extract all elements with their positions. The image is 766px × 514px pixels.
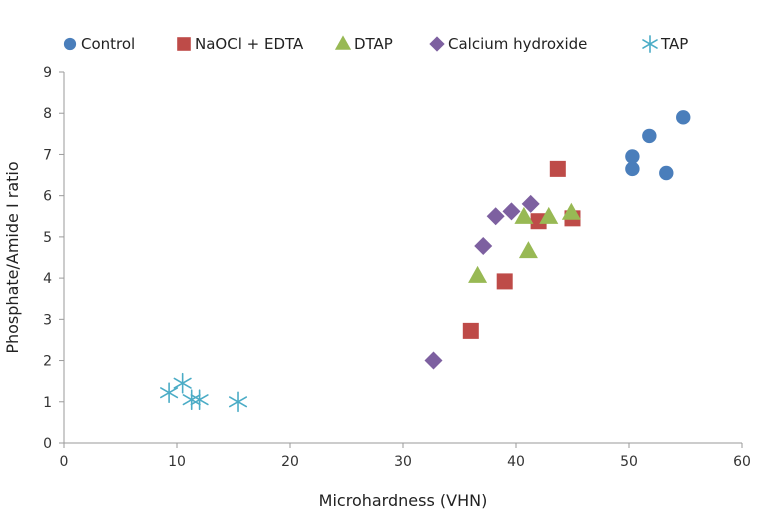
series-tap [160, 372, 248, 413]
data-point-naocl-edta [462, 322, 479, 339]
legend-marker-naocl-edta [177, 37, 191, 51]
data-point-control [659, 165, 674, 181]
legend: Control NaOCl + EDTA DTAP Calcium hydroxide… [63, 35, 688, 53]
y-tick-label: 5 [43, 230, 52, 246]
data-point-calcium-hydroxide [474, 236, 493, 255]
x-tick-label: 30 [394, 454, 412, 470]
data-point-dtap [514, 206, 534, 224]
legend-marker-control [63, 37, 77, 51]
data-point-naocl-edta [530, 213, 547, 230]
data-points [160, 110, 691, 413]
x-tick-label: 60 [733, 454, 751, 470]
series-dtap [468, 202, 581, 283]
legend-marker-dtap [334, 35, 352, 50]
y-tick-label: 0 [43, 436, 52, 452]
data-point-tap [182, 389, 201, 411]
y-tick-label: 4 [43, 271, 52, 287]
tick-labels: 0 10 20 30 40 50 60 0 1 2 3 4 5 6 7 8 9 [43, 65, 751, 470]
data-point-calcium-hydroxide [521, 194, 540, 213]
data-point-tap [173, 372, 192, 394]
legend-label-calcium-hydroxide: Calcium hydroxide [448, 35, 587, 53]
x-axis-title: Microhardness (VHN) [319, 491, 488, 510]
series-control [625, 110, 691, 181]
data-point-tap [190, 389, 209, 411]
data-point-dtap [539, 206, 559, 224]
y-tick-label: 6 [43, 189, 52, 205]
y-tick-label: 1 [43, 395, 52, 411]
data-point-tap [228, 391, 248, 413]
legend-label-tap: TAP [660, 35, 688, 53]
legend-item-tap: TAP [642, 35, 688, 53]
data-point-tap [160, 382, 179, 404]
x-tick-label: 50 [620, 454, 638, 470]
x-tick-label: 20 [281, 454, 299, 470]
y-tick-label: 2 [43, 354, 52, 370]
legend-item-calcium-hydroxide: Calcium hydroxide [429, 35, 587, 53]
data-point-calcium-hydroxide [424, 351, 443, 370]
x-tick-label: 0 [60, 454, 69, 470]
legend-marker-calcium-hydroxide [429, 36, 445, 52]
data-point-control [676, 110, 691, 125]
data-point-calcium-hydroxide [502, 202, 521, 221]
y-tick-label: 3 [43, 312, 52, 328]
legend-item-control: Control [63, 35, 135, 53]
data-point-dtap [561, 202, 581, 220]
data-point-dtap [468, 265, 488, 283]
y-tick-label: 9 [43, 65, 52, 81]
data-point-control [625, 161, 640, 177]
legend-label-control: Control [81, 35, 135, 53]
legend-item-naocl-edta: NaOCl + EDTA [177, 35, 304, 53]
x-tick-label: 40 [507, 454, 525, 470]
data-point-control [642, 128, 657, 144]
y-tick-label: 8 [43, 106, 52, 122]
legend-marker-tap [642, 35, 658, 53]
series-calcium-hydroxide [424, 194, 540, 370]
y-axis-title: Phosphate/Amide I ratio [3, 161, 22, 353]
axes [59, 71, 743, 448]
legend-label-dtap: DTAP [354, 35, 393, 53]
legend-item-dtap: DTAP [334, 35, 393, 53]
data-point-naocl-edta [496, 273, 513, 290]
data-point-dtap [518, 241, 538, 259]
y-tick-label: 7 [43, 147, 52, 163]
x-tick-label: 10 [168, 454, 186, 470]
data-point-naocl-edta [549, 160, 566, 177]
data-point-calcium-hydroxide [486, 207, 505, 226]
legend-label-naocl-edta: NaOCl + EDTA [195, 35, 304, 53]
data-point-control [625, 149, 640, 164]
